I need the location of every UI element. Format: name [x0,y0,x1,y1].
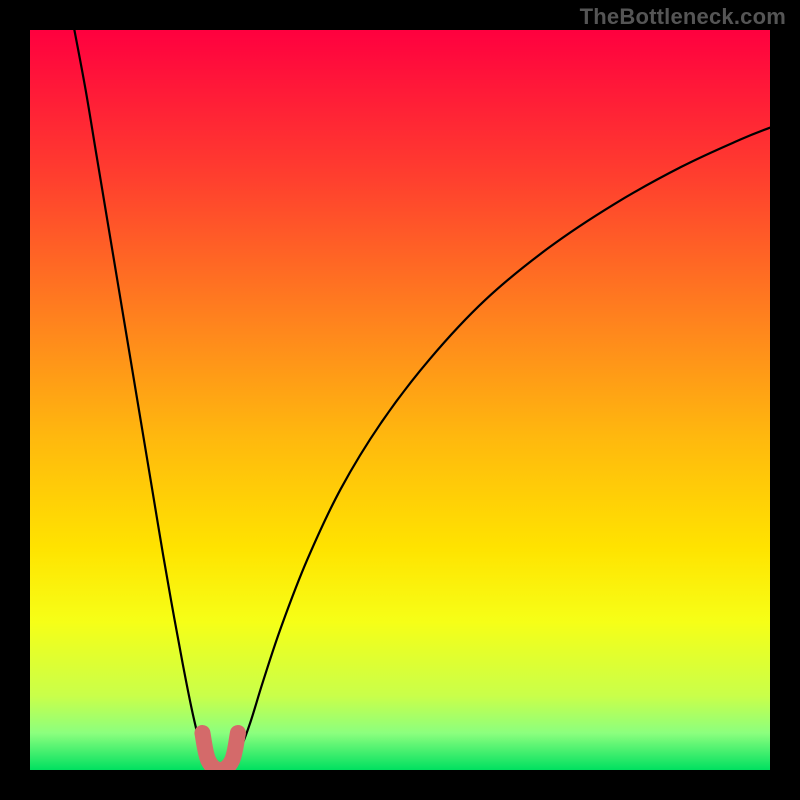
curve-right-branch [234,128,771,763]
plot-area [30,30,770,770]
watermark-text: TheBottleneck.com [580,4,786,30]
chart-frame: TheBottleneck.com [0,0,800,800]
u-marker [202,733,238,770]
curve-layer [30,30,770,770]
curve-left-branch [74,30,207,763]
